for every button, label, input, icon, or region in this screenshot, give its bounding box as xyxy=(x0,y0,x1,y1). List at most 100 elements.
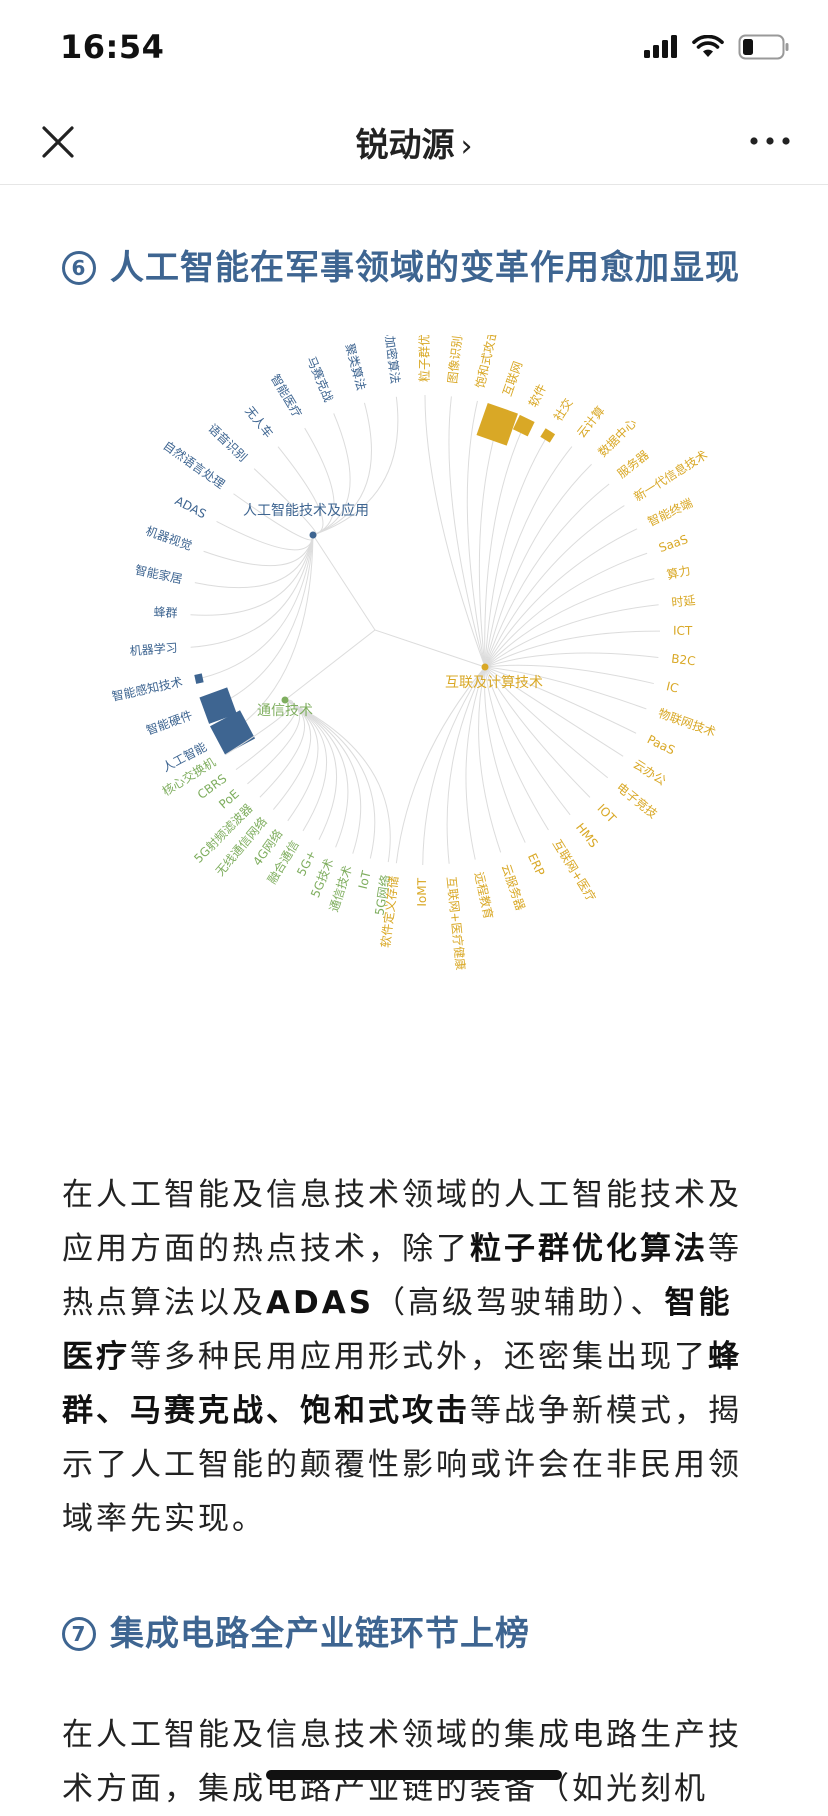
leaf-label: 电子竞技 xyxy=(614,780,660,821)
tree-link xyxy=(484,666,571,816)
tree-link xyxy=(484,430,551,668)
tree-link xyxy=(284,629,376,701)
paragraph-text: 在人工智能及信息技术领域的人工智能技术及应用方面的热点技术，除了 xyxy=(62,1177,742,1267)
leaf-label: 聚类算法 xyxy=(342,342,369,392)
radial-tree-chart: 非对称加密算法聚类算法马赛克战智能医疗无人车语音识别自然语言处理ADAS机器视觉… xyxy=(110,335,717,971)
weight-bar xyxy=(209,710,256,755)
nav-bar: 锐动源 › xyxy=(0,100,828,185)
weight-bar xyxy=(194,673,204,684)
leaf-label: 云计算 xyxy=(573,403,607,440)
hub-node xyxy=(281,696,289,704)
leaf-label: IOT xyxy=(594,801,619,826)
tree-link xyxy=(478,666,502,853)
leaf-label: 软件 xyxy=(526,382,549,410)
leaf-label: 非对称加密算法 xyxy=(378,335,403,385)
leaf-label: SaaS xyxy=(657,532,690,555)
tree-link xyxy=(484,666,526,843)
leaf-label: 社交 xyxy=(550,395,575,423)
account-name: 锐动源 xyxy=(355,125,455,164)
battery-icon xyxy=(738,34,789,60)
group-label: 互联及计算技术 xyxy=(445,675,543,691)
tree-link xyxy=(484,666,549,831)
tree-link xyxy=(446,666,486,864)
tree-link xyxy=(484,528,638,668)
tree-link xyxy=(312,534,376,631)
leaf-label: 数据中心 xyxy=(595,415,640,460)
leaf-label: 自然语言处理 xyxy=(160,438,227,492)
highlight-text: 智能医疗 xyxy=(62,1285,733,1375)
section-heading-text: 人工智能在军事领域的变革作用愈加显现 xyxy=(110,248,740,288)
tree-link xyxy=(424,394,486,668)
leaf-label: B2C xyxy=(671,652,697,669)
tree-link xyxy=(194,534,314,589)
weight-bar xyxy=(476,402,518,446)
tree-link xyxy=(190,534,314,648)
tree-link xyxy=(312,396,399,536)
tree-link xyxy=(484,666,647,710)
leaf-label: 图像识别软件 xyxy=(445,335,467,384)
tree-link xyxy=(277,446,324,536)
highlight-text: 蜂群、马赛克战、饱和式攻击 xyxy=(62,1339,742,1429)
leaf-label: 5G网络 xyxy=(371,874,392,917)
paragraph-text: 等多种民用应用形式外，还密集出现了 xyxy=(130,1339,708,1375)
leaf-label: 时延 xyxy=(671,593,696,610)
tree-link xyxy=(284,699,362,854)
leaf-label: 智能终端 xyxy=(645,495,695,529)
leaf-label: 机器学习 xyxy=(129,640,178,658)
leaf-label: 云办公 xyxy=(631,756,669,788)
hub-node xyxy=(481,663,489,671)
tree-link xyxy=(484,666,609,779)
weight-bar xyxy=(199,687,237,724)
leaf-label: IoMT xyxy=(415,877,429,906)
tree-link xyxy=(225,699,294,755)
tree-link xyxy=(235,699,297,771)
tree-link xyxy=(448,396,486,668)
article-paragraph: 在人工智能及信息技术领域的人工智能技术及应用方面的热点技术，除了粒子群优化算法等… xyxy=(62,1168,766,1546)
leaf-label: 远程教育 xyxy=(472,870,497,920)
leaf-label: 互联网+医疗健康 xyxy=(444,876,469,971)
tree-link xyxy=(484,652,659,668)
leaf-label: 蜂群 xyxy=(153,605,178,621)
tree-link xyxy=(395,666,486,864)
highlight-text: 粒子群优化算法 xyxy=(470,1231,708,1267)
group-label: 人工智能技术及应用 xyxy=(243,502,369,519)
section-heading: 7 集成电路全产业链环节上榜 xyxy=(62,1606,530,1655)
article-paragraph: 在人工智能及信息技术领域的集成电路生产技术方面，集成电路产业链的装备（如光刻机 xyxy=(62,1708,766,1816)
leaf-label: 马赛克战 xyxy=(304,354,336,404)
paragraph-text: 等战争新模式，揭示了人工智能的颠覆性影响或许会在非民用领域率先实现。 xyxy=(62,1393,742,1537)
tree-link xyxy=(484,552,648,668)
leaf-label: IC xyxy=(665,679,680,695)
leaf-label: 算力 xyxy=(665,562,692,582)
section-heading: 6 人工智能在军事领域的变革作用愈加显现 xyxy=(62,240,740,289)
tree-link xyxy=(466,400,486,668)
paragraph-text: 等热点算法以及 xyxy=(62,1231,742,1321)
close-icon[interactable] xyxy=(38,122,78,162)
section-number-badge: 7 xyxy=(62,1617,96,1651)
more-icon[interactable] xyxy=(748,126,792,156)
tree-link xyxy=(195,534,314,680)
leaf-label: 智能硬件 xyxy=(144,707,194,738)
group-label: 通信技术 xyxy=(257,703,313,719)
tree-link xyxy=(312,413,351,536)
paragraph-text: （高级驾驶辅助）、 xyxy=(374,1285,665,1321)
weight-bar xyxy=(512,414,535,437)
leaf-label: PaaS xyxy=(645,732,677,757)
account-title[interactable]: 锐动源 › xyxy=(0,118,828,166)
tree-link xyxy=(484,666,624,757)
tree-link xyxy=(484,463,592,668)
leaf-label: 无人车 xyxy=(242,403,276,440)
status-time: 16:54 xyxy=(60,28,165,66)
tree-link xyxy=(484,483,610,668)
leaf-label: ADAS xyxy=(173,494,209,522)
leaf-label: IoT xyxy=(356,869,374,891)
section-heading-text: 集成电路全产业链环节上榜 xyxy=(110,1614,530,1654)
tree-link xyxy=(484,630,660,668)
tree-link xyxy=(484,604,659,668)
tree-link xyxy=(284,699,391,863)
tree-link xyxy=(284,699,376,859)
paragraph-text: 在人工智能及信息技术领域的集成电路生产技术方面，集成电路产业链的装备（如光刻机 xyxy=(62,1717,742,1807)
leaf-label: 智能感知技术 xyxy=(110,674,184,704)
tree-link xyxy=(484,666,637,734)
leaf-label: 互联网 xyxy=(500,360,525,399)
leaf-label: 粒子群优化算法 xyxy=(417,335,432,382)
